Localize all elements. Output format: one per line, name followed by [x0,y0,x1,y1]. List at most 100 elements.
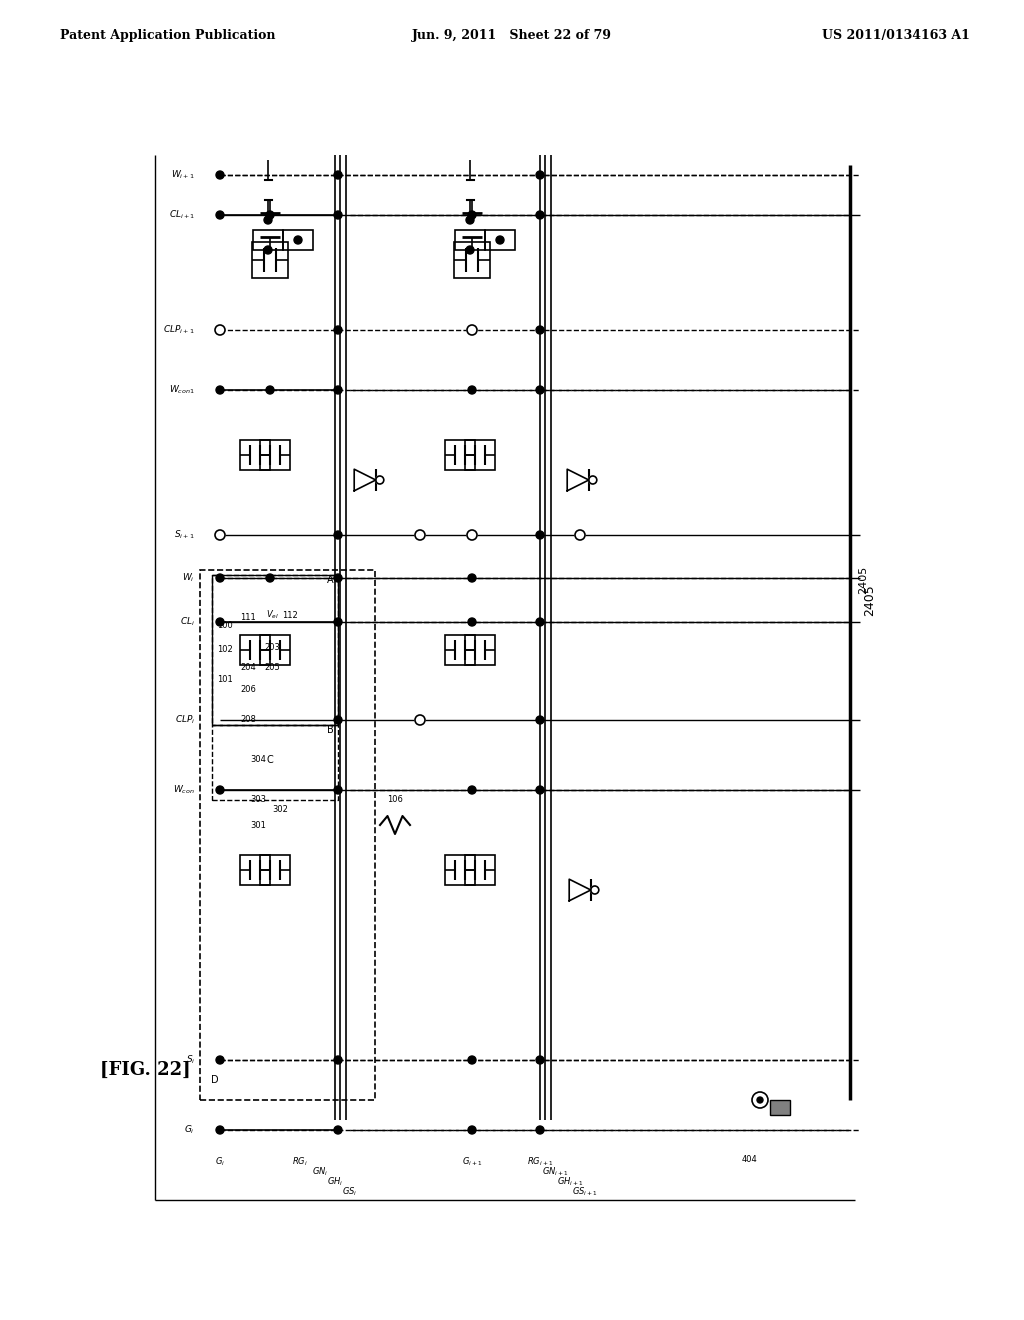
Circle shape [334,785,342,795]
Text: 2405: 2405 [863,585,877,616]
Bar [260,635,290,665]
Circle shape [536,1126,544,1134]
Bar [212,576,338,725]
Circle shape [266,574,274,582]
Circle shape [496,236,504,244]
Bar [445,635,475,665]
Text: $GS_{i+1}$: $GS_{i+1}$ [572,1185,598,1197]
Bar [212,725,338,800]
Circle shape [575,531,585,540]
Bar [454,242,490,279]
Circle shape [334,531,342,539]
Circle shape [536,326,544,334]
Text: $RG_i$: $RG_i$ [292,1155,308,1167]
Text: 404: 404 [742,1155,758,1164]
Text: $S_{i+1}$: $S_{i+1}$ [174,529,195,541]
Circle shape [468,574,476,582]
Text: $G_i$: $G_i$ [215,1155,225,1167]
Circle shape [536,618,544,626]
Text: 111: 111 [240,614,256,623]
Text: 205: 205 [264,664,280,672]
Text: 112: 112 [283,610,298,619]
Circle shape [334,1056,342,1064]
Text: 203: 203 [264,644,280,652]
Circle shape [216,785,224,795]
Circle shape [415,531,425,540]
Circle shape [536,385,544,393]
Circle shape [216,385,224,393]
Circle shape [215,531,225,540]
Circle shape [334,715,342,723]
Text: US 2011/0134163 A1: US 2011/0134163 A1 [822,29,970,41]
Text: $CL_{i+1}$: $CL_{i+1}$ [169,209,195,222]
Circle shape [466,246,474,253]
Circle shape [216,211,224,219]
Circle shape [467,531,477,540]
Bar [770,1100,790,1115]
Circle shape [536,211,544,219]
Circle shape [334,172,342,180]
Circle shape [536,785,544,795]
Text: B: B [327,725,334,735]
Text: A: A [327,576,334,585]
Text: $GH_{i+1}$: $GH_{i+1}$ [557,1175,584,1188]
Text: D: D [211,1074,219,1085]
Bar [445,440,475,470]
Text: $G_i$: $G_i$ [184,1123,195,1137]
Circle shape [468,785,476,795]
Bar [240,635,270,665]
Text: $CLP_i$: $CLP_i$ [174,714,195,726]
Text: 303: 303 [250,796,266,804]
Circle shape [466,216,474,224]
Circle shape [216,1056,224,1064]
Circle shape [266,211,274,219]
Text: C: C [266,755,273,766]
Text: 301: 301 [250,821,266,829]
Circle shape [468,1056,476,1064]
Bar [240,440,270,470]
Bar [200,570,375,1100]
Bar [240,855,270,884]
Text: 206: 206 [240,685,256,694]
Bar [212,576,338,725]
Circle shape [216,574,224,582]
Bar [445,855,475,884]
Bar [465,440,495,470]
Circle shape [591,886,599,894]
Text: 101: 101 [217,676,232,685]
Circle shape [536,715,544,723]
Circle shape [415,715,425,725]
Circle shape [376,477,384,484]
Bar [455,230,485,249]
Circle shape [215,325,225,335]
Bar [465,635,495,665]
Text: Patent Application Publication: Patent Application Publication [60,29,275,41]
Text: $S_i$: $S_i$ [185,1053,195,1067]
Circle shape [334,385,342,393]
Text: 204: 204 [240,664,256,672]
Text: $GN_i$: $GN_i$ [312,1166,328,1177]
Circle shape [264,216,272,224]
Text: 106: 106 [387,796,402,804]
Circle shape [216,172,224,180]
Circle shape [467,325,477,335]
Text: $W_i$: $W_i$ [182,572,195,585]
Circle shape [216,1126,224,1134]
Circle shape [334,211,342,219]
Circle shape [266,385,274,393]
Text: 302: 302 [272,805,288,814]
Text: 2405: 2405 [858,566,868,594]
Circle shape [294,236,302,244]
Text: $GN_{i+1}$: $GN_{i+1}$ [542,1166,568,1177]
Text: [FIG. 22]: [FIG. 22] [100,1061,190,1078]
Circle shape [589,477,597,484]
Text: 208: 208 [240,715,256,725]
Text: $CL_i$: $CL_i$ [180,615,195,628]
Text: 102: 102 [217,645,232,655]
Text: $W_{con1}$: $W_{con1}$ [169,384,195,396]
Bar [252,242,288,279]
Circle shape [752,1092,768,1107]
Circle shape [468,1126,476,1134]
Text: $W_{i+1}$: $W_{i+1}$ [171,169,195,181]
Circle shape [334,326,342,334]
